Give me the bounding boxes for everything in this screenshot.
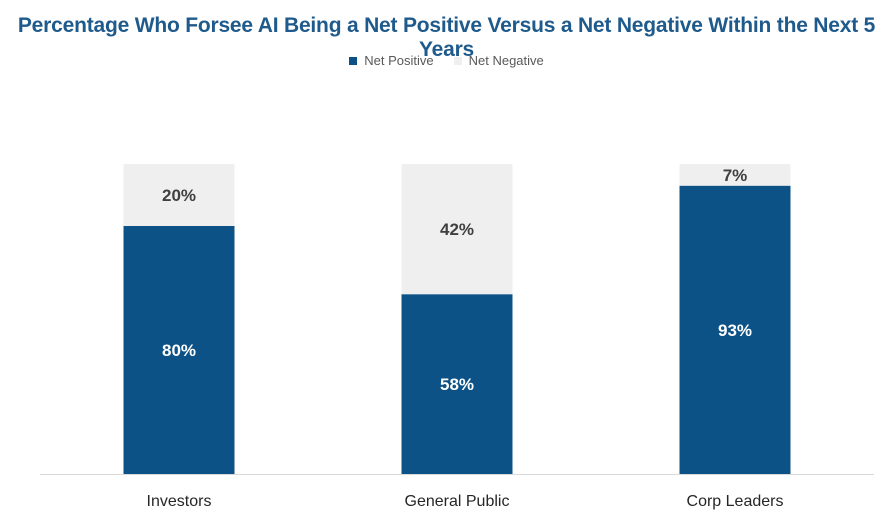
bar-net-negative-investors [123, 164, 235, 226]
bar-net-positive-investors [123, 226, 235, 474]
bar-net-positive-corp-leaders [679, 185, 791, 474]
chart-legend: Net Positive Net Negative [0, 53, 893, 68]
category-label-corp-leaders: Corp Leaders [687, 493, 784, 510]
bar-net-negative-general-public [401, 164, 513, 295]
category-label-general-public: General Public [405, 493, 510, 510]
data-label-net-positive-investors: 80% [162, 341, 196, 360]
data-label-net-negative-corp-leaders: 7% [723, 166, 748, 185]
bar-net-positive-general-public [401, 294, 513, 474]
chart-title: Percentage Who Forsee AI Being a Net Pos… [17, 14, 876, 61]
legend-label-net-positive: Net Positive [364, 53, 434, 68]
data-label-net-positive-general-public: 58% [440, 375, 474, 394]
legend-item-net-negative: Net Negative [453, 53, 544, 68]
legend-swatch-net-positive [349, 56, 358, 65]
legend-swatch-net-negative [453, 56, 462, 65]
data-label-net-positive-corp-leaders: 93% [718, 321, 752, 340]
legend-label-net-negative: Net Negative [468, 53, 544, 68]
data-label-net-negative-general-public: 42% [440, 220, 474, 239]
data-label-net-negative-investors: 20% [162, 186, 196, 205]
legend-item-net-positive: Net Positive [349, 53, 434, 68]
category-label-investors: Investors [147, 493, 212, 510]
bar-net-negative-corp-leaders [679, 164, 791, 186]
